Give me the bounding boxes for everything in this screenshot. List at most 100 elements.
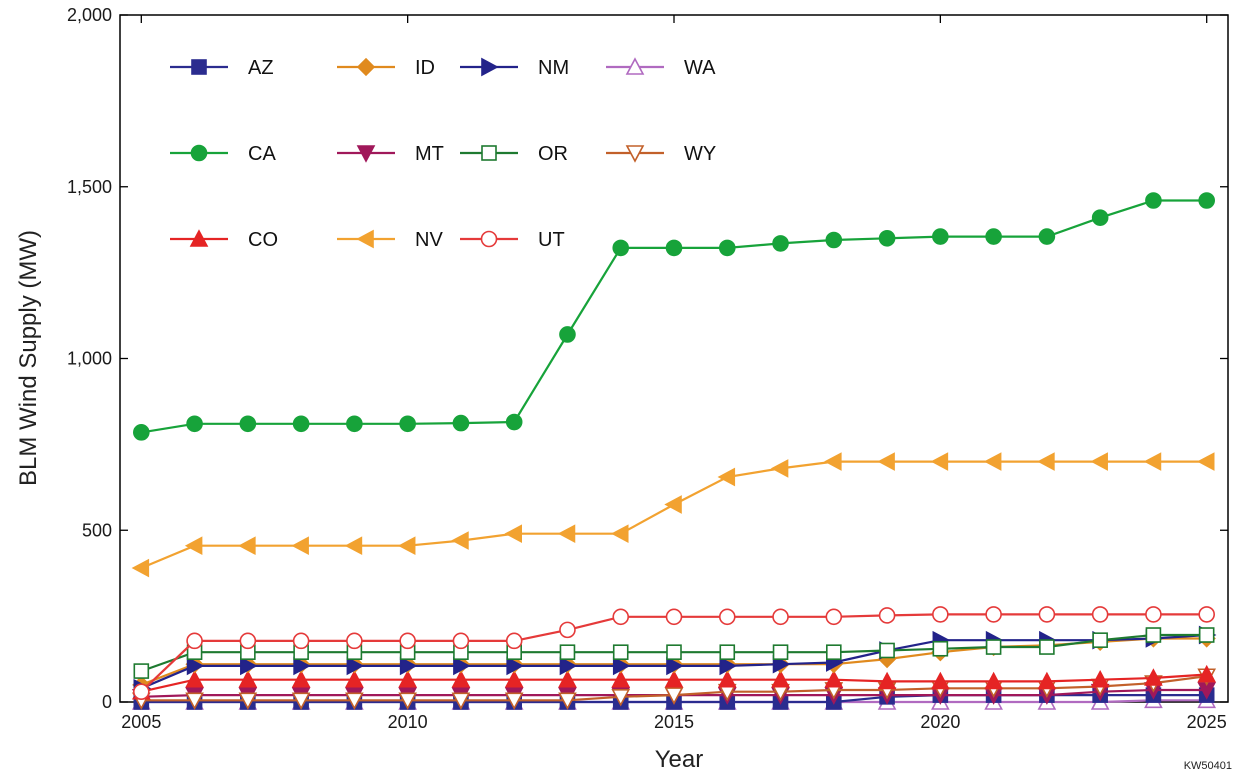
data-point-ut	[1038, 606, 1056, 623]
data-point-nv	[238, 536, 256, 556]
legend-marker-ca	[190, 144, 208, 162]
x-tick-label: 2015	[654, 712, 694, 732]
data-point-nv	[397, 536, 416, 556]
x-tick-label: 2020	[920, 712, 960, 732]
data-point-ca	[239, 415, 257, 433]
legend-label-nm: NM	[538, 57, 569, 79]
legend-item-ut: UT	[460, 229, 565, 251]
data-point-nv	[451, 531, 469, 550]
y-tick-label: 1,500	[67, 177, 112, 197]
data-point-co	[1090, 669, 1110, 688]
data-point-ut	[718, 608, 736, 626]
figure-code: KW50401	[1184, 760, 1232, 772]
legend-item-wa: WA	[606, 57, 716, 79]
legend-label-ca: CA	[248, 143, 276, 165]
series-ca	[133, 192, 1215, 441]
data-point-nv	[1090, 452, 1108, 471]
legend-marker-or	[481, 145, 497, 161]
data-point-ca	[1091, 209, 1109, 226]
data-point-co	[558, 669, 577, 688]
data-point-co	[291, 669, 311, 688]
data-point-co	[824, 669, 844, 688]
data-point-ut	[932, 606, 949, 623]
data-point-ut	[772, 608, 789, 626]
data-point-nv	[824, 452, 842, 471]
data-point-co	[1144, 668, 1163, 686]
plot-frame	[119, 14, 1229, 703]
series-or	[133, 627, 1215, 679]
data-point-co	[771, 669, 790, 688]
data-point-ca	[1038, 228, 1056, 245]
data-point-co	[611, 669, 631, 688]
data-point-ca	[825, 231, 843, 249]
legend-marker-mt	[356, 145, 376, 163]
legend-label-nv: NV	[415, 229, 443, 251]
data-point-nv	[184, 536, 203, 556]
data-point-ut	[399, 632, 416, 650]
series-layer	[131, 192, 1217, 710]
legend-label-az: AZ	[248, 57, 274, 79]
series-nm	[133, 625, 1217, 698]
data-point-nv	[770, 459, 789, 478]
legend-label-wy: WY	[684, 143, 716, 165]
data-point-or	[932, 640, 949, 657]
data-point-nm	[399, 656, 418, 676]
series-line-nv	[140, 460, 1207, 570]
data-point-or	[1198, 627, 1215, 643]
y-tick-label: 500	[82, 520, 112, 540]
data-point-wy	[345, 692, 364, 710]
data-point-co	[931, 671, 950, 690]
data-point-ca	[292, 415, 310, 433]
y-axis-title: BLM Wind Supply (MW)	[15, 230, 42, 486]
data-point-nm	[240, 656, 258, 676]
y-tick-label: 0	[102, 692, 112, 712]
data-point-ca	[133, 424, 150, 441]
legend-item-ca: CA	[170, 143, 276, 165]
y-axis: 0 500 1,000 1,500 2,000	[67, 5, 1228, 712]
data-point-ut	[452, 632, 470, 650]
data-point-ca	[665, 239, 683, 257]
data-point-co	[984, 671, 1003, 690]
series-co	[131, 664, 1217, 700]
data-point-nm	[186, 656, 205, 676]
x-tick-label: 2025	[1187, 712, 1227, 732]
x-tick-label: 2005	[121, 712, 161, 732]
legend-label-co: CO	[248, 229, 278, 251]
data-point-nm	[559, 656, 578, 676]
data-point-or	[719, 644, 736, 660]
data-point-nm	[772, 654, 791, 674]
x-axis-title: Year	[655, 746, 704, 773]
data-point-co	[451, 669, 471, 688]
legend-label-mt: MT	[415, 143, 444, 165]
data-point-ut	[612, 608, 630, 626]
legend-marker-ut	[480, 230, 498, 248]
data-point-or	[826, 644, 842, 660]
legend-marker-wy	[625, 145, 645, 163]
data-point-ca	[505, 413, 523, 431]
data-point-or	[1092, 632, 1108, 648]
legend-item-nm: NM	[460, 57, 569, 79]
legend-item-wy: WY	[606, 143, 716, 165]
data-point-wy	[451, 692, 471, 710]
data-point-co	[398, 669, 417, 688]
data-point-ca	[985, 228, 1002, 245]
data-point-co	[1037, 671, 1057, 690]
data-point-or	[1039, 639, 1055, 655]
data-point-nv	[983, 452, 1002, 471]
data-point-wy	[238, 692, 258, 710]
data-point-nv	[877, 452, 895, 471]
data-point-nv	[1037, 452, 1055, 471]
data-point-nv	[664, 495, 682, 514]
data-point-wy	[504, 692, 524, 710]
legend: AZ ID NM WA CA MT OR WY CO NV UT	[170, 57, 716, 251]
data-point-ut	[665, 608, 683, 626]
data-point-ut	[878, 607, 896, 624]
data-point-nv	[930, 452, 949, 471]
data-point-or	[612, 644, 629, 660]
data-point-or	[666, 644, 682, 660]
data-point-nv	[717, 467, 736, 487]
data-point-or	[985, 639, 1002, 655]
data-point-nv	[1196, 452, 1215, 471]
data-point-wy	[291, 692, 311, 710]
legend-label-ut: UT	[538, 229, 565, 251]
